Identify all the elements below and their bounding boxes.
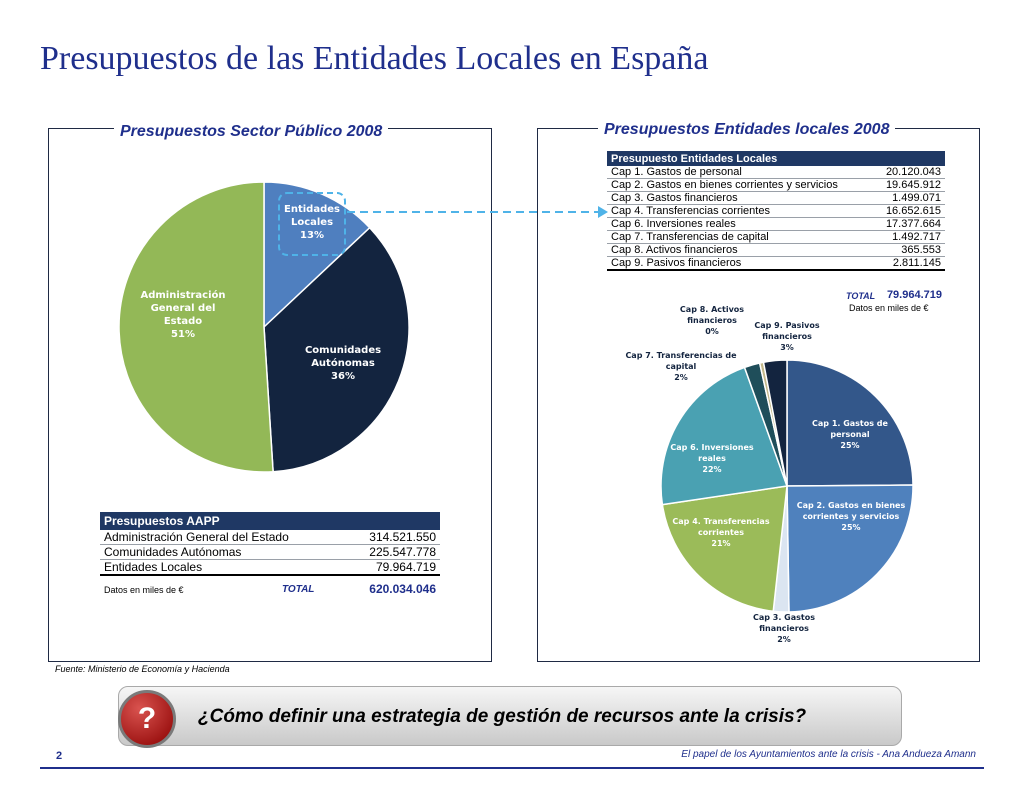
connector-arrowhead <box>598 206 608 218</box>
el-total-label: TOTAL <box>846 291 876 301</box>
el-row-name: Cap 7. Transferencias de capital <box>607 230 874 244</box>
aapp-row-value: 225.547.778 <box>345 544 440 560</box>
highlight-box <box>278 192 346 256</box>
footer-text: El papel de los Ayuntamientos ante la cr… <box>681 749 976 760</box>
aapp-table-header: Presupuestos AAPP <box>100 512 440 530</box>
pie-slice <box>786 359 914 487</box>
pie-slice-label: Cap 9. Pasivos financieros 3% <box>754 321 819 352</box>
el-units: Datos en miles de € <box>849 303 929 313</box>
source-note: Fuente: Ministerio de Economía y Haciend… <box>55 664 230 674</box>
el-row-name: Cap 8. Activos financieros <box>607 243 874 257</box>
el-total-value: 79.964.719 <box>886 289 942 301</box>
table-row: Cap 6. Inversiones reales 17.377.664 <box>607 217 945 231</box>
el-row-name: Cap 9. Pasivos financieros <box>611 257 742 269</box>
el-row-value: 16.652.615 <box>873 204 945 218</box>
pie-slice <box>661 485 788 613</box>
pie-slice-label: Cap 7. Transferencias de capital 2% <box>625 351 737 382</box>
pie-chart-sector-publico: Entidades Locales 13% Comunidades Autónomas 3… <box>118 181 410 473</box>
pie-slice-label: Cap 1. Gastos de personal 25% <box>812 419 888 450</box>
table-row: Cap 8. Activos financieros 365.553 <box>607 243 945 257</box>
el-row-value: 1.499.071 <box>873 191 945 205</box>
el-row-value: 17.377.664 <box>873 217 945 231</box>
pie-slice-label: Cap 6. Inversiones reales 22% <box>670 443 754 474</box>
question-bar <box>118 686 902 746</box>
el-row-value: 19.645.912 <box>873 178 945 192</box>
pie-slice <box>263 226 410 473</box>
table-row: Cap 4. Transferencias corrientes 16.652.6… <box>607 204 945 218</box>
pie-slice-label: Entidades Locales 13% <box>284 204 340 241</box>
pie-slice <box>660 366 789 506</box>
aapp-units: Datos en miles de € <box>104 585 184 595</box>
el-row-name: Cap 4. Transferencias corrientes <box>607 204 874 218</box>
footer-rule <box>40 767 984 769</box>
pie-chart-entidades-locales: Cap 1. Gastos de personal 25% Cap 2. Gastos… <box>625 305 914 644</box>
page-number: 2 <box>56 750 63 762</box>
el-row-value: 1.492.717 <box>873 230 945 244</box>
table-row: Cap 7. Transferencias de capital 1.492.71… <box>607 230 945 244</box>
el-row-value: 2.811.145 <box>892 257 941 269</box>
el-row-name: Cap 3. Gastos financieros <box>607 191 874 205</box>
pie-slice-label: Cap 3. Gastos financieros 2% <box>753 613 815 644</box>
table-row: Cap 2. Gastos en bienes corrientes y ser… <box>607 178 945 192</box>
aapp-row-name: Entidades Locales <box>104 560 203 574</box>
pie-slice-label: Cap 8. Activos financieros 0% <box>680 305 744 336</box>
page-title: Presupuestos de las Entidades Locales en… <box>40 40 709 77</box>
aapp-row-value: 79.964.719 <box>375 560 436 574</box>
el-row-value: 365.553 <box>873 243 945 257</box>
pie-slice-label: Cap 4. Transferencias corrientes 21% <box>672 517 769 548</box>
aapp-total-value: 620.034.046 <box>369 582 436 596</box>
aapp-table: Presupuestos AAPP Administración General… <box>100 512 440 576</box>
table-row: Cap 9. Pasivos financieros 2.811.145 <box>607 257 945 270</box>
pie-slice <box>762 359 788 487</box>
question-mark-icon: ? <box>118 690 176 748</box>
question-text: ¿Cómo definir una estrategia de gestión … <box>198 706 807 727</box>
right-panel-title: Presupuestos Entidades locales 2008 <box>598 121 896 139</box>
table-row: Cap 1. Gastos de personal 20.120.043 <box>607 166 945 179</box>
el-row-name: Cap 2. Gastos en bienes corrientes y ser… <box>607 178 874 192</box>
table-row: Comunidades Autónomas 225.547.778 <box>100 544 440 560</box>
el-table: Presupuesto Entidades Locales Cap 1. Gas… <box>607 151 945 271</box>
el-row-name: Cap 6. Inversiones reales <box>607 217 874 231</box>
table-row: Entidades Locales 79.964.719 <box>100 560 440 575</box>
aapp-total-label: TOTAL <box>282 584 315 595</box>
aapp-row-name: Comunidades Autónomas <box>100 544 345 560</box>
aapp-row-name: Administración General del Estado <box>100 530 345 545</box>
el-row-name: Cap 1. Gastos de personal <box>607 166 874 179</box>
pie-slice-label: Administración General del Estado 51% <box>140 289 225 340</box>
aapp-row-value: 314.521.550 <box>345 530 440 545</box>
table-row: Administración General del Estado 314.521… <box>100 530 440 545</box>
table-row: Cap 3. Gastos financieros 1.499.071 <box>607 191 945 205</box>
pie-slice <box>118 181 274 473</box>
left-panel-title: Presupuestos Sector Público 2008 <box>114 123 389 141</box>
pie-slice <box>786 484 914 613</box>
pie-slice-label: Comunidades Autónomas 36% <box>305 345 381 382</box>
el-table-header: Presupuesto Entidades Locales <box>607 151 945 166</box>
el-row-value: 20.120.043 <box>873 166 945 179</box>
pie-slice-label: Cap 2. Gastos en bienes corrientes y serv… <box>797 501 906 532</box>
